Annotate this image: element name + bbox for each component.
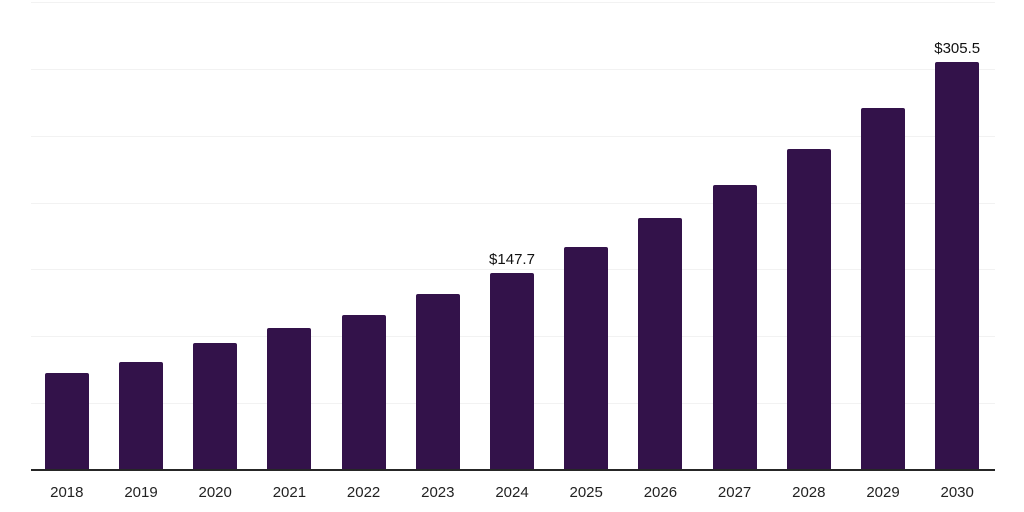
data-label-2030: $305.5 [934,39,981,57]
data-label-2024: $147.7 [489,250,535,268]
gridline [31,135,995,137]
x-tick-label-2023: 2023 [421,484,455,501]
gridline [31,269,995,271]
bar-2019 [119,361,163,470]
bar-2024 [490,272,534,470]
x-tick-label-2018: 2018 [50,484,84,501]
bar-2023 [415,294,460,470]
x-tick-label-2027: 2027 [717,484,752,501]
bar-2027 [712,185,757,470]
bar-2026 [638,217,683,470]
gridline [31,2,995,3]
x-tick-label-2029: 2029 [866,484,900,501]
x-axis-line [31,469,995,471]
x-tick-label-2019: 2019 [124,484,158,501]
bar-2018 [44,373,89,470]
gridline [31,68,995,70]
x-tick-label-2022: 2022 [346,484,381,501]
bar-2025 [564,247,609,470]
bar-2029 [861,107,905,470]
x-tick-label-2030: 2030 [940,484,974,501]
x-tick-label-2021: 2021 [272,484,307,501]
bar-2022 [341,314,386,470]
bar-2028 [786,149,831,470]
x-tick-label-2028: 2028 [792,484,826,501]
bar-2030 [935,61,980,470]
x-tick-label-2026: 2026 [643,484,678,501]
plot-area: $147.7 $305.5 [31,2,995,470]
x-tick-label-2025: 2025 [569,484,603,501]
bar-2020 [193,342,238,470]
x-axis-tick-labels: 2018 2019 2020 2021 2022 2023 2024 2025 2026 2027… [31,484,995,504]
x-tick-label-2024: 2024 [495,484,529,501]
x-tick-label-2020: 2020 [198,484,232,501]
bar-2021 [267,328,312,470]
gridline [31,202,995,204]
